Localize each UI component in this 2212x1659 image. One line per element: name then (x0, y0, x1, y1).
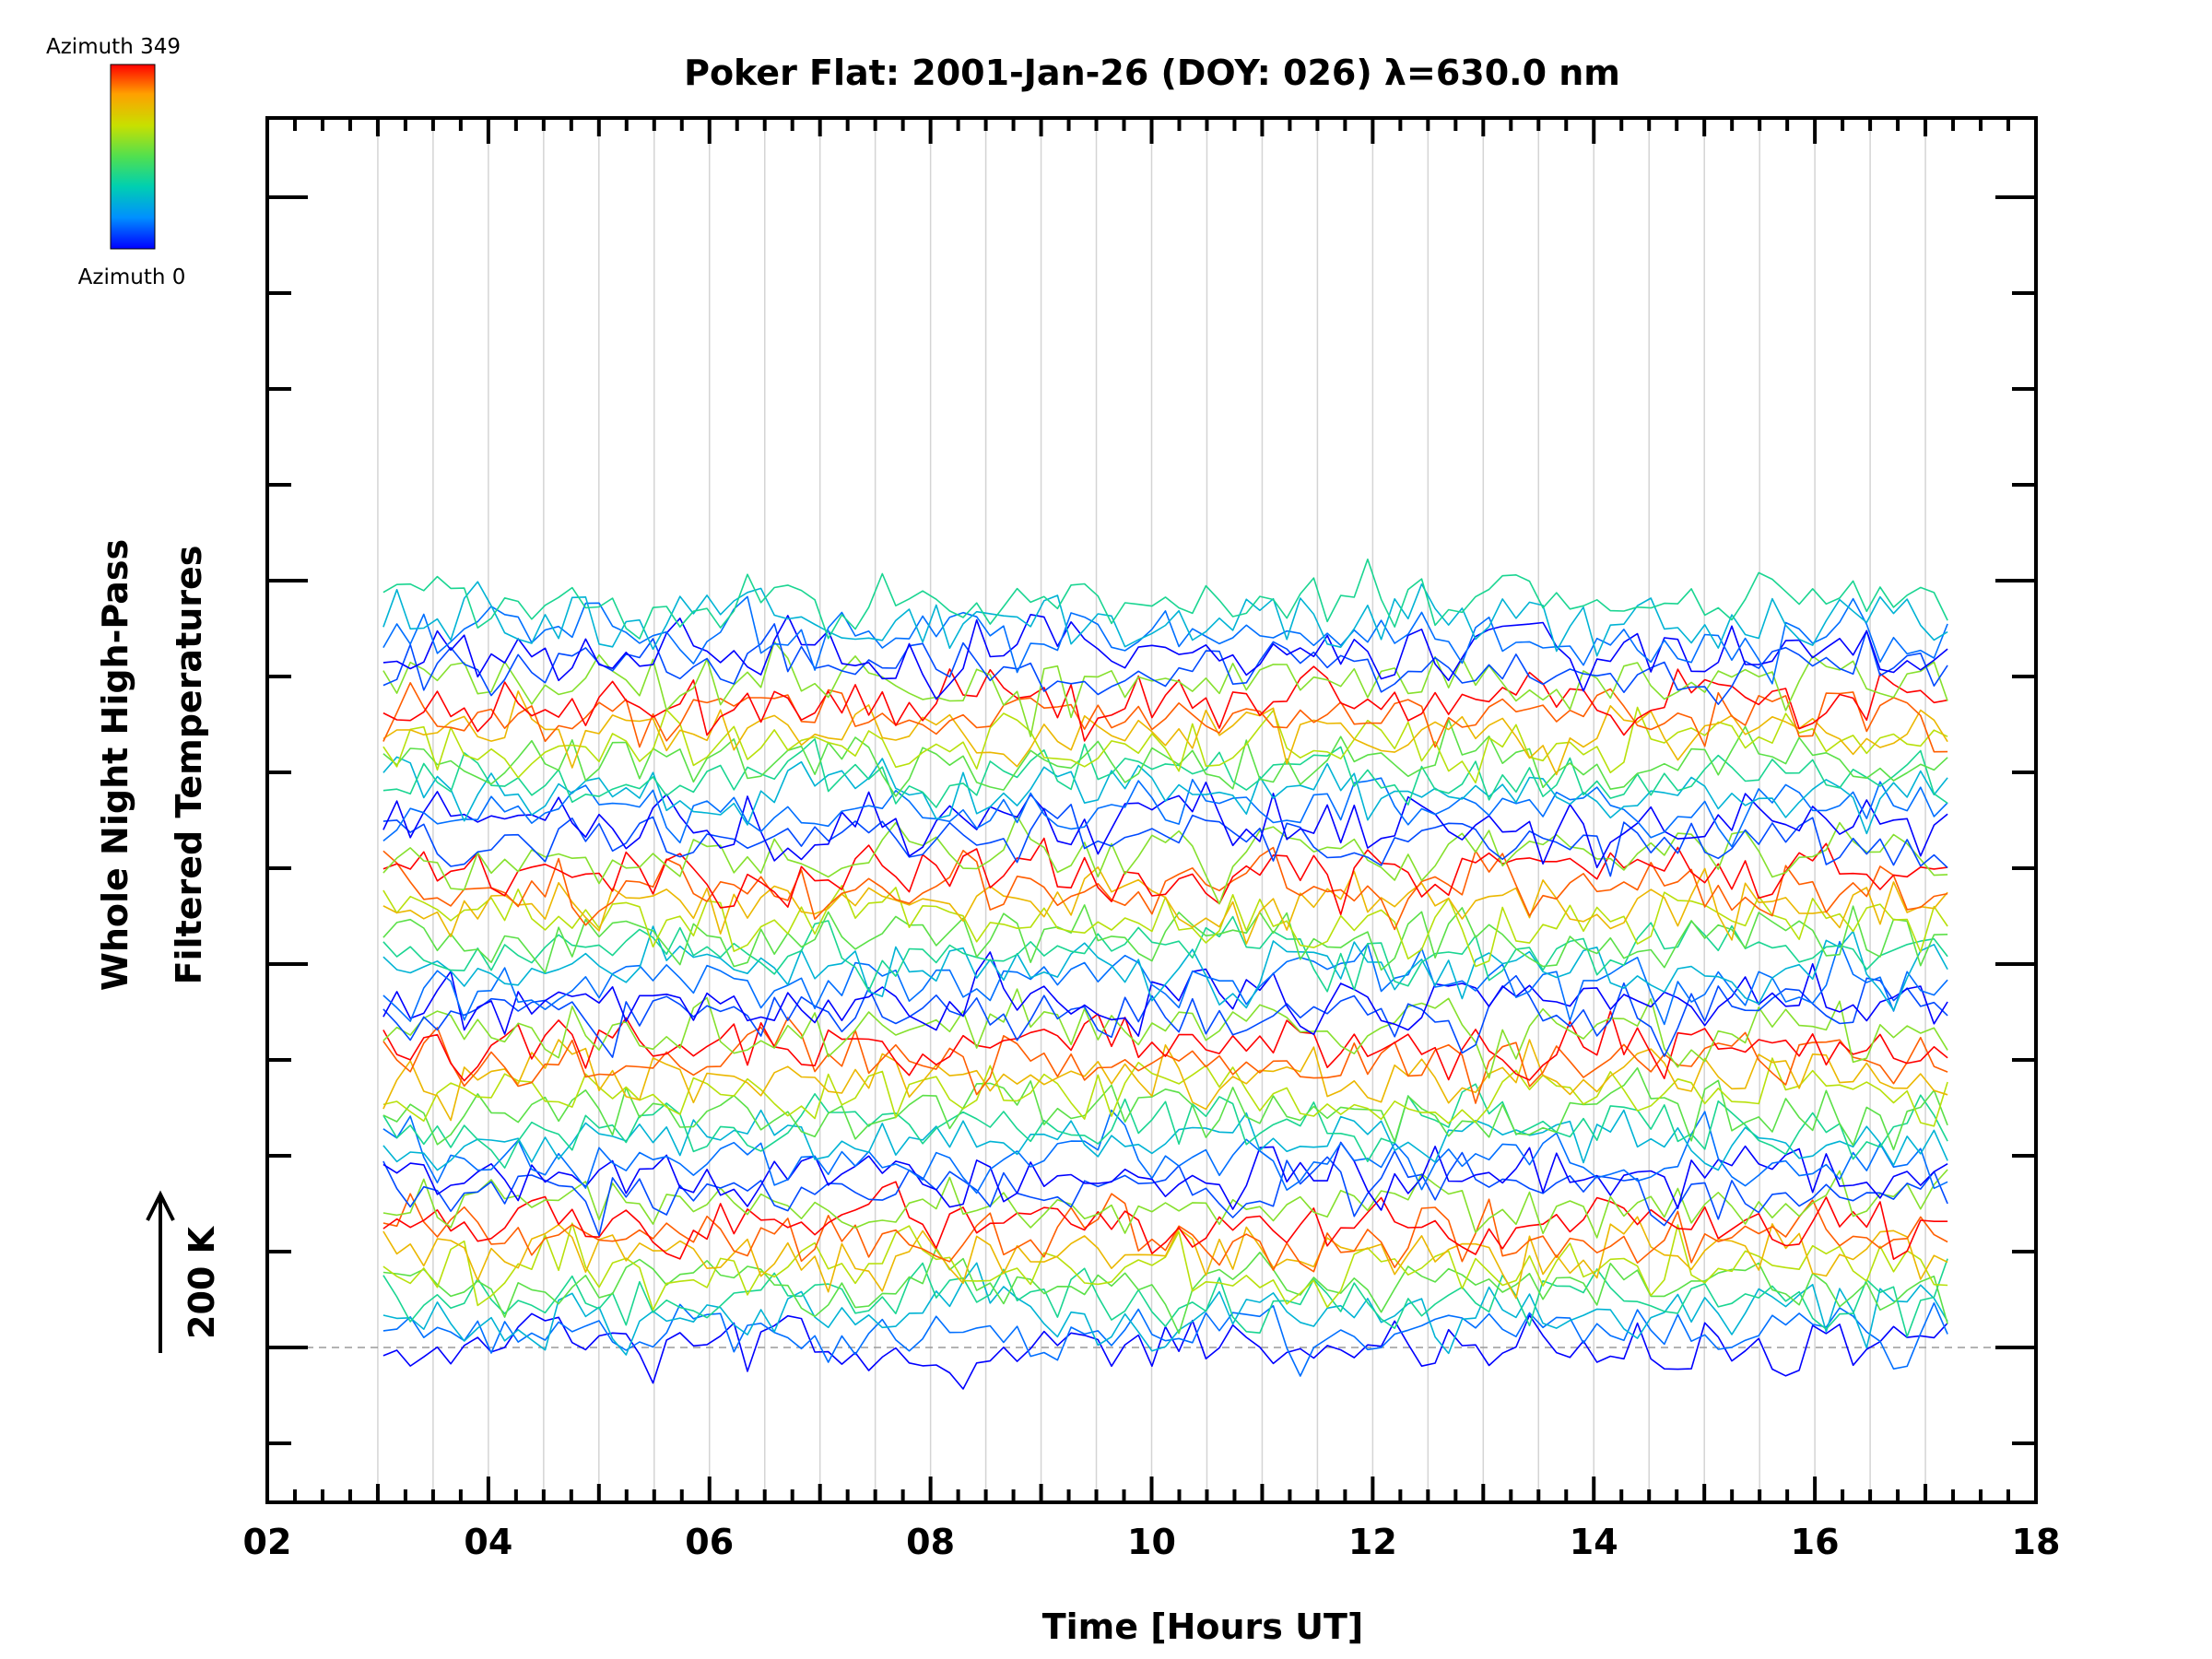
series-line-19 (382, 1017, 1948, 1104)
x-tick-label-12: 12 (1348, 1522, 1397, 1562)
axis-ticks (265, 118, 2038, 1502)
series-line-44 (382, 623, 1948, 706)
scale-bar-arrowhead-icon (146, 1190, 175, 1221)
series-line-35 (382, 777, 1948, 848)
colorbar-bottom-label: Azimuth 0 (78, 265, 186, 289)
y-axis-label-line2: Filtered Temperatures (169, 546, 209, 985)
series-line-31 (382, 837, 1948, 916)
series-line-5 (382, 1247, 1948, 1335)
chart-title: Poker Flat: 2001-Jan-26 (DOY: 026) λ=630… (684, 53, 1620, 93)
vertical-grid (377, 118, 1926, 1502)
series-line-3 (382, 1262, 1948, 1356)
series-line-27 (382, 904, 1948, 973)
series-line-39 (382, 706, 1948, 784)
series-line-37 (382, 737, 1948, 808)
series-line-17 (382, 1057, 1948, 1127)
scale-bar-label: 200 K (182, 1225, 222, 1339)
colorbar-top-label: Azimuth 349 (46, 35, 181, 59)
series-line-46 (382, 595, 1948, 685)
series-line-16 (382, 1066, 1948, 1151)
series-line-20 (382, 1010, 1948, 1082)
series-line-48 (382, 558, 1948, 640)
series-line-7 (382, 1216, 1948, 1300)
series-line-23 (382, 951, 1948, 1037)
colorbar (110, 64, 156, 250)
series-line-25 (382, 925, 1948, 1011)
series-line-26 (382, 915, 1948, 993)
series-line-43 (382, 641, 1948, 737)
x-tick-label-16: 16 (1791, 1522, 1840, 1562)
series-line-6 (382, 1222, 1948, 1311)
x-tick-label-10: 10 (1127, 1522, 1176, 1562)
series-line-34 (382, 781, 1948, 869)
x-tick-label-04: 04 (464, 1522, 512, 1562)
series-line-29 (382, 865, 1948, 945)
series-line-40 (382, 690, 1948, 776)
series-line-14 (382, 1109, 1948, 1171)
series-line-10 (382, 1169, 1948, 1239)
series-line-12 (382, 1141, 1948, 1211)
series-line-24 (382, 940, 1948, 1026)
series-line-21 (382, 988, 1948, 1079)
x-tick-label-14: 14 (1570, 1522, 1618, 1562)
y-axis-label-line1: Whole Night High-Pass (95, 539, 135, 991)
series-line-2 (382, 1302, 1948, 1377)
scale-bar: 200 K (146, 1190, 222, 1353)
series-line-22 (382, 974, 1948, 1058)
x-tick-label-06: 06 (685, 1522, 734, 1562)
series-line-8 (382, 1193, 1948, 1273)
series-line-4 (382, 1258, 1948, 1337)
x-tick-labels: 02 04 06 08 10 12 14 16 18 (243, 1522, 2061, 1562)
series-line-47 (382, 581, 1948, 657)
series-line-9 (382, 1181, 1948, 1260)
series-line-11 (382, 1150, 1948, 1237)
series-line-41 (382, 681, 1948, 753)
series-line-33 (382, 803, 1948, 877)
x-tick-label-02: 02 (243, 1522, 292, 1562)
series-line-13 (382, 1109, 1948, 1194)
series-line-36 (382, 756, 1948, 835)
series-line-1 (382, 1312, 1948, 1390)
x-tick-label-08: 08 (906, 1522, 955, 1562)
x-axis-label: Time [Hours UT] (1042, 1606, 1364, 1647)
series-line-32 (382, 815, 1948, 905)
series-line-30 (382, 846, 1948, 931)
series-line-38 (382, 718, 1948, 797)
series-line-18 (382, 1039, 1948, 1122)
x-tick-label-18: 18 (2012, 1522, 2061, 1562)
series-group (382, 558, 1948, 1390)
series-line-15 (382, 1083, 1948, 1169)
